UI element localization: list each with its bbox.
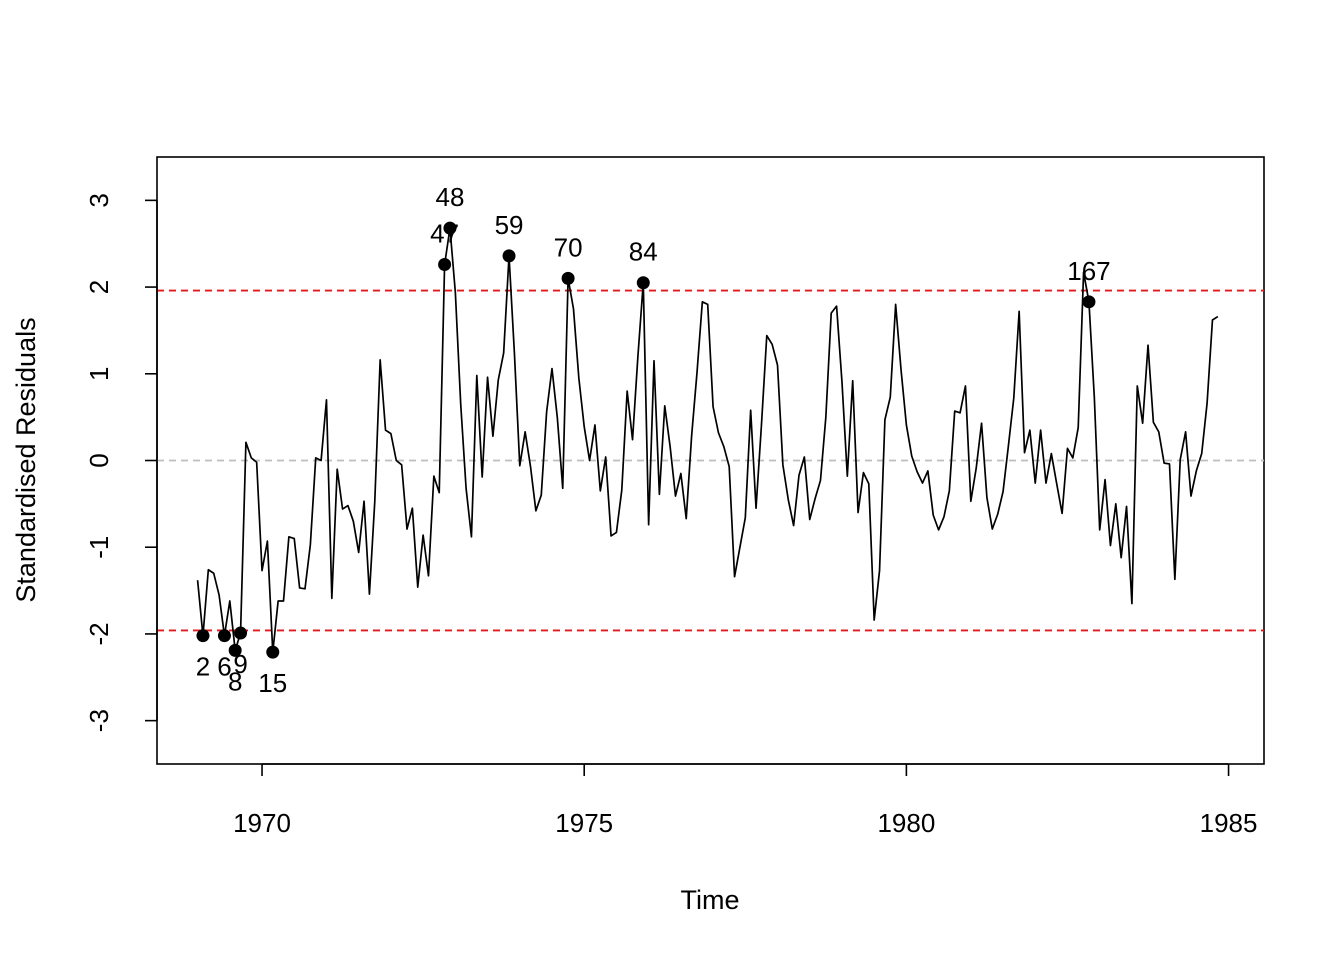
outlier-point — [1082, 295, 1096, 309]
y-tick-label: -2 — [84, 622, 114, 645]
outlier-point — [636, 276, 650, 290]
outlier-point — [234, 626, 248, 640]
x-axis: 1970 1975 1980 1985 — [233, 763, 1258, 838]
outlier-point — [438, 258, 452, 272]
y-tick-label: 1 — [84, 367, 114, 381]
y-tick-label: 0 — [84, 453, 114, 467]
outlier-label: 15 — [258, 668, 287, 698]
outlier-label: 48 — [436, 182, 465, 212]
y-tick-label: 2 — [84, 280, 114, 294]
outlier-point — [217, 629, 231, 643]
y-axis-title: Standardised Residuals — [11, 317, 41, 602]
outlier-label: 6 — [217, 652, 231, 682]
outlier-point — [502, 249, 516, 263]
outlier-label: 47 — [430, 219, 459, 249]
highlighted-points: 2 689 15 47 48 59 70 84 167 — [196, 182, 1111, 698]
x-tick-label: 1980 — [877, 808, 935, 838]
outlier-point — [443, 221, 457, 235]
outlier-point — [266, 645, 280, 659]
x-axis-title: Time — [681, 885, 740, 915]
outlier-label: 9 — [233, 649, 247, 679]
y-axis: -3 -2 -1 0 1 2 3 — [84, 193, 158, 732]
outlier-label: 84 — [629, 237, 658, 267]
residual-series-line — [196, 227, 1219, 653]
x-tick-label: 1975 — [555, 808, 613, 838]
x-tick-label: 1970 — [233, 808, 291, 838]
outlier-label: 167 — [1067, 256, 1110, 286]
reference-lines — [157, 289, 1264, 632]
y-tick-label: -3 — [84, 709, 114, 732]
y-tick-label: 3 — [84, 193, 114, 207]
outlier-point — [196, 629, 210, 643]
outlier-label: 2 — [196, 652, 210, 682]
y-tick-label: -1 — [84, 536, 114, 559]
outlier-label: 8 — [228, 666, 242, 696]
outlier-point — [561, 271, 575, 285]
outlier-label: 70 — [554, 232, 583, 262]
outlier-label: 59 — [495, 210, 524, 240]
x-tick-label: 1985 — [1200, 808, 1258, 838]
outlier-point — [228, 643, 242, 657]
